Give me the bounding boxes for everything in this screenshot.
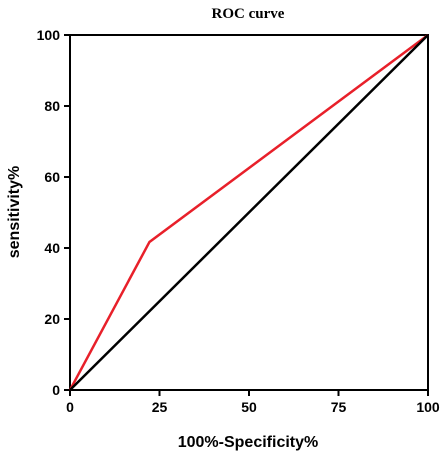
y-tick-label: 60 — [44, 169, 60, 185]
x-tick-label: 0 — [66, 399, 74, 415]
y-tick-label: 100 — [37, 27, 61, 43]
y-tick-label: 80 — [44, 98, 60, 114]
plot-area: 0 25 50 75 100 0 20 40 60 80 100 — [37, 27, 440, 415]
x-tick-label: 25 — [152, 399, 168, 415]
y-tick-label: 40 — [44, 240, 60, 256]
x-axis-title: 100%-Specificity% — [178, 434, 319, 451]
y-axis-title: sensitivity% — [6, 166, 23, 258]
x-tick-label: 75 — [331, 399, 347, 415]
chart-title: ROC curve — [212, 6, 285, 22]
y-tick-label: 20 — [44, 311, 60, 327]
reference-diagonal-line — [69, 34, 429, 391]
y-tick-label: 0 — [52, 382, 60, 398]
x-tick-label: 100 — [416, 399, 440, 415]
x-tick-label: 50 — [241, 399, 257, 415]
roc-curve-line — [68, 33, 429, 391]
